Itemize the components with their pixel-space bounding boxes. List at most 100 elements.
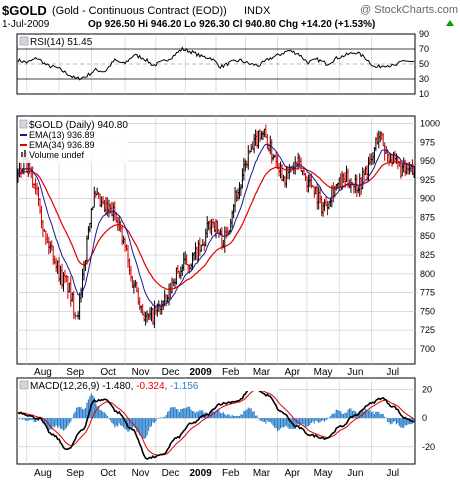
macd-tick-label: 0 — [422, 413, 427, 423]
macd-hist-bar — [274, 418, 276, 428]
macd-hist-bar — [335, 409, 337, 419]
macd-hist-bar — [175, 409, 177, 419]
macd-hist-bar — [300, 418, 302, 424]
macd-hist-bar — [102, 412, 104, 419]
rsi-tick-label: 50 — [419, 59, 429, 69]
macd-hist-bar — [33, 418, 35, 422]
macd-hist-bar — [87, 399, 89, 419]
price-x-label: Dec — [162, 367, 180, 378]
macd-hist-bar — [190, 409, 192, 419]
macd-hist-bar — [150, 418, 153, 427]
macd-hist-bar — [394, 418, 396, 422]
watermark: @ StockCharts.com — [360, 4, 458, 16]
macd-hist-bar — [334, 413, 336, 419]
macd-hist-bar — [123, 418, 125, 428]
macd-hist-bar — [387, 418, 389, 422]
macd-hist-bar — [272, 418, 274, 426]
price-x-label: May — [314, 367, 333, 378]
macd-hist-bar — [130, 418, 132, 429]
macd-hist-bar — [103, 412, 106, 419]
macd-x-label: May — [314, 468, 333, 479]
rsi-panel: 10 30 50 70 90 RSI(14) 51.45 — [16, 29, 429, 99]
macd-hist-bar — [145, 418, 147, 438]
macd-hist-bar — [139, 418, 141, 436]
symbol-label: $GOLD — [2, 3, 47, 18]
macd-hist-bar — [395, 418, 397, 425]
macd-hist-bar — [208, 414, 210, 419]
macd-hist-bar — [20, 417, 22, 419]
macd-hist-bar — [196, 411, 198, 419]
price-legend-title: $GOLD (Daily) 940.80 — [29, 120, 128, 131]
macd-hist-bar — [219, 412, 221, 419]
macd-hist-bar — [290, 418, 292, 429]
macd-hist-bar — [171, 406, 173, 419]
rsi-axis: 10 30 50 70 90 — [419, 29, 429, 99]
macd-hist-bar — [213, 411, 216, 419]
macd-hist-bar — [372, 411, 374, 419]
macd-hist-bar — [194, 412, 197, 419]
price-legend: $GOLD (Daily) 940.80 EMA(13) 936.89 EMA(… — [18, 117, 128, 163]
macd-hist-bar — [76, 407, 78, 419]
macd-hist-bar — [77, 407, 79, 419]
macd-hist-bar — [303, 418, 305, 425]
macd-x-label: Jul — [386, 468, 399, 479]
macd-hist-bar — [233, 415, 235, 419]
macd-hist-bar — [367, 410, 370, 419]
macd-hist-bar — [373, 414, 375, 419]
macd-hist-bar — [18, 418, 21, 420]
macd-hist-bar — [51, 418, 53, 430]
macd-hist-bar — [255, 415, 257, 419]
macd-hist-bar — [337, 410, 339, 419]
macd-hist-bar — [101, 410, 103, 419]
price-x-label: Aug — [34, 367, 52, 378]
macd-hist-bar — [293, 418, 295, 429]
macd-hist-bar — [84, 407, 87, 419]
macd-hist-bar — [240, 414, 242, 419]
macd-hist-bar — [281, 418, 283, 428]
macd-hist-bar — [404, 418, 406, 426]
price-tick-label: 825 — [420, 250, 435, 260]
macd-hist-bar — [271, 418, 273, 424]
macd-hist-bar — [189, 406, 191, 419]
price-x-label: Mar — [253, 367, 271, 378]
macd-hist-bar — [365, 408, 367, 419]
macd-hist-bar — [35, 418, 37, 423]
macd-hist-bar — [73, 413, 75, 419]
price-tick-label: 925 — [420, 175, 435, 185]
macd-hist-bar — [363, 411, 365, 419]
macd-hist-bar — [406, 418, 408, 426]
macd-hist-bar — [340, 411, 342, 419]
macd-hist-bar — [67, 418, 69, 426]
macd-hist-bar — [147, 418, 150, 431]
price-tick-label: 900 — [420, 194, 435, 204]
macd-hist-bar — [177, 409, 179, 419]
macd-hist-bar — [30, 418, 32, 421]
macd-hist-bar — [231, 414, 233, 419]
macd-hist-bar — [301, 418, 304, 424]
macd-hist-bar — [252, 411, 254, 419]
macd-hist-bar — [249, 408, 251, 419]
volume-legend: Volume undef — [29, 150, 85, 160]
price-tick-label: 700 — [420, 344, 435, 354]
ema13-legend: EMA(13) 936.89 — [29, 130, 95, 140]
macd-hist-bar — [24, 418, 26, 421]
macd-hist-bar — [282, 418, 285, 428]
macd-hist-bar — [221, 413, 223, 419]
macd-hist-bar — [70, 418, 72, 422]
macd-hist-bar — [310, 418, 312, 423]
price-tick-label: 875 — [420, 212, 435, 222]
macd-hist-bar — [133, 418, 135, 427]
macd-x-label: Feb — [222, 468, 240, 479]
macd-hist-bar — [257, 418, 260, 419]
macd-hist-bar — [306, 418, 308, 427]
macd-legend-prefix: MACD(12,26,9) — [30, 381, 99, 392]
macd-hist-bar — [341, 413, 343, 419]
macd-hist-bar — [109, 418, 111, 421]
macd-x-label: Oct — [100, 468, 116, 479]
macd-hist-bar — [243, 410, 245, 419]
macd-hist-bar — [319, 418, 321, 423]
macd-hist-bar — [79, 407, 81, 419]
macd-hist-bar — [288, 418, 290, 430]
macd-hist-bar — [230, 416, 232, 419]
macd-hist-bar — [332, 413, 334, 419]
